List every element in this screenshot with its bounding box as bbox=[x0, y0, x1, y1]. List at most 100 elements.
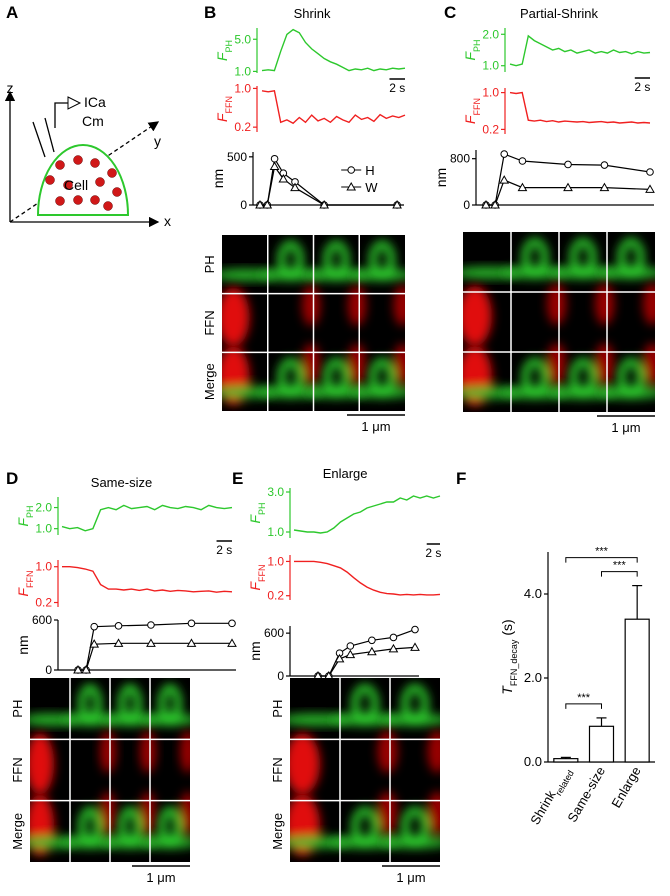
marker bbox=[290, 182, 300, 192]
panel-title: Partial-Shrink bbox=[520, 6, 599, 21]
micrograph-group bbox=[222, 235, 405, 411]
panel-title: Same-size bbox=[91, 475, 152, 490]
ph-signal bbox=[521, 238, 549, 277]
ph-signal bbox=[569, 238, 597, 277]
trace bbox=[261, 90, 406, 125]
marker bbox=[563, 182, 573, 192]
x-tick-label-sub: related bbox=[553, 769, 575, 798]
marker bbox=[89, 639, 100, 648]
marker bbox=[187, 619, 196, 628]
legend-label: H bbox=[365, 163, 374, 178]
ffn-signal bbox=[595, 343, 615, 385]
y-axis-label: nm bbox=[433, 168, 449, 187]
micrograph bbox=[142, 791, 190, 849]
ph-signal bbox=[351, 684, 379, 724]
panel-label: C bbox=[444, 3, 456, 22]
ffn-signal bbox=[100, 730, 116, 774]
row-label: PH bbox=[202, 255, 217, 273]
micrograph bbox=[102, 684, 158, 726]
y-tick-label: 1.0 bbox=[234, 81, 251, 95]
y-axis-label-sub: PH bbox=[472, 39, 482, 52]
marker bbox=[227, 638, 237, 647]
y-axis-label-main: F bbox=[15, 517, 31, 527]
ph-signal bbox=[158, 684, 182, 724]
y-tick-label: 600 bbox=[32, 613, 52, 627]
y-axis-label-main: nm bbox=[15, 635, 31, 654]
micrograph bbox=[302, 284, 321, 326]
ph-signal bbox=[78, 806, 102, 846]
marker bbox=[599, 182, 610, 192]
marker bbox=[146, 638, 156, 647]
marker bbox=[490, 199, 500, 209]
significance-bracket bbox=[565, 557, 638, 563]
ph-signal bbox=[78, 684, 102, 724]
y-axis-label: FPH bbox=[462, 39, 482, 60]
micrograph bbox=[330, 684, 400, 726]
legend-marker bbox=[347, 166, 356, 174]
ph-signal bbox=[617, 358, 645, 397]
micrograph bbox=[102, 791, 158, 849]
marker bbox=[345, 649, 356, 659]
series-line bbox=[78, 642, 232, 671]
row-label: PH bbox=[270, 700, 285, 718]
series-line bbox=[318, 646, 416, 677]
scale-bar-label: 2 s bbox=[389, 81, 405, 95]
micrograph bbox=[549, 343, 617, 399]
ffn-signal bbox=[347, 343, 367, 385]
y-axis-label-sub: FFN bbox=[257, 564, 267, 582]
micrograph bbox=[62, 684, 118, 726]
marker bbox=[389, 633, 398, 642]
ffn-signal bbox=[347, 284, 367, 326]
y-axis bbox=[9, 121, 160, 223]
trace bbox=[62, 566, 233, 593]
micrograph bbox=[380, 684, 440, 726]
micrograph bbox=[501, 343, 569, 399]
y-tick-label: 1.0 bbox=[482, 86, 499, 100]
panel-a-diagram: z y x ICa Cm Cell bbox=[4, 80, 171, 229]
panel-title: Enlarge bbox=[323, 466, 368, 481]
y-tick-label: 0 bbox=[240, 198, 247, 212]
y-axis-label: FFFN bbox=[214, 96, 234, 122]
marker bbox=[600, 161, 609, 169]
significance-bracket bbox=[565, 703, 602, 709]
ffn-signal bbox=[377, 791, 398, 835]
diagram-label: Cell bbox=[64, 177, 88, 193]
marker bbox=[228, 619, 236, 628]
y-axis-label-sub: FFN bbox=[472, 98, 482, 116]
y-tick-label: 3.0 bbox=[267, 485, 284, 499]
ffn-signal bbox=[180, 791, 190, 835]
micrograph bbox=[380, 791, 440, 849]
y-axis-label: FFFN bbox=[15, 570, 35, 596]
axis-label: x bbox=[164, 213, 171, 229]
panel-label: D bbox=[6, 469, 18, 488]
y-axis-label-sub: PH bbox=[25, 505, 35, 518]
significance-label: *** bbox=[613, 560, 627, 572]
ffn-signal bbox=[377, 730, 398, 774]
micrograph bbox=[180, 730, 190, 774]
micrograph bbox=[427, 730, 440, 774]
ph-signal bbox=[323, 358, 350, 396]
y-tick-label: 1.0 bbox=[35, 560, 52, 574]
x-tick-label-main: Enlarge bbox=[608, 764, 643, 810]
micrograph bbox=[222, 287, 250, 347]
significance-label: *** bbox=[595, 546, 609, 558]
significance-label: *** bbox=[577, 692, 591, 704]
ffn-signal bbox=[302, 284, 321, 326]
micrograph bbox=[549, 238, 617, 279]
axis-label: z bbox=[7, 80, 14, 96]
x-tick-label: Enlarge bbox=[608, 764, 643, 810]
micrograph bbox=[377, 730, 398, 774]
y-axis-label: FFFN bbox=[247, 564, 267, 590]
trace bbox=[293, 495, 441, 534]
micrograph bbox=[463, 286, 492, 346]
y-axis-label: nm bbox=[247, 641, 263, 660]
y-tick-label: 1.0 bbox=[267, 554, 284, 568]
micrograph bbox=[290, 733, 320, 795]
marker bbox=[278, 173, 289, 183]
micrograph bbox=[547, 283, 567, 325]
micrograph bbox=[304, 240, 369, 281]
micrograph bbox=[350, 240, 405, 281]
bar bbox=[624, 618, 650, 763]
marker bbox=[517, 182, 528, 192]
